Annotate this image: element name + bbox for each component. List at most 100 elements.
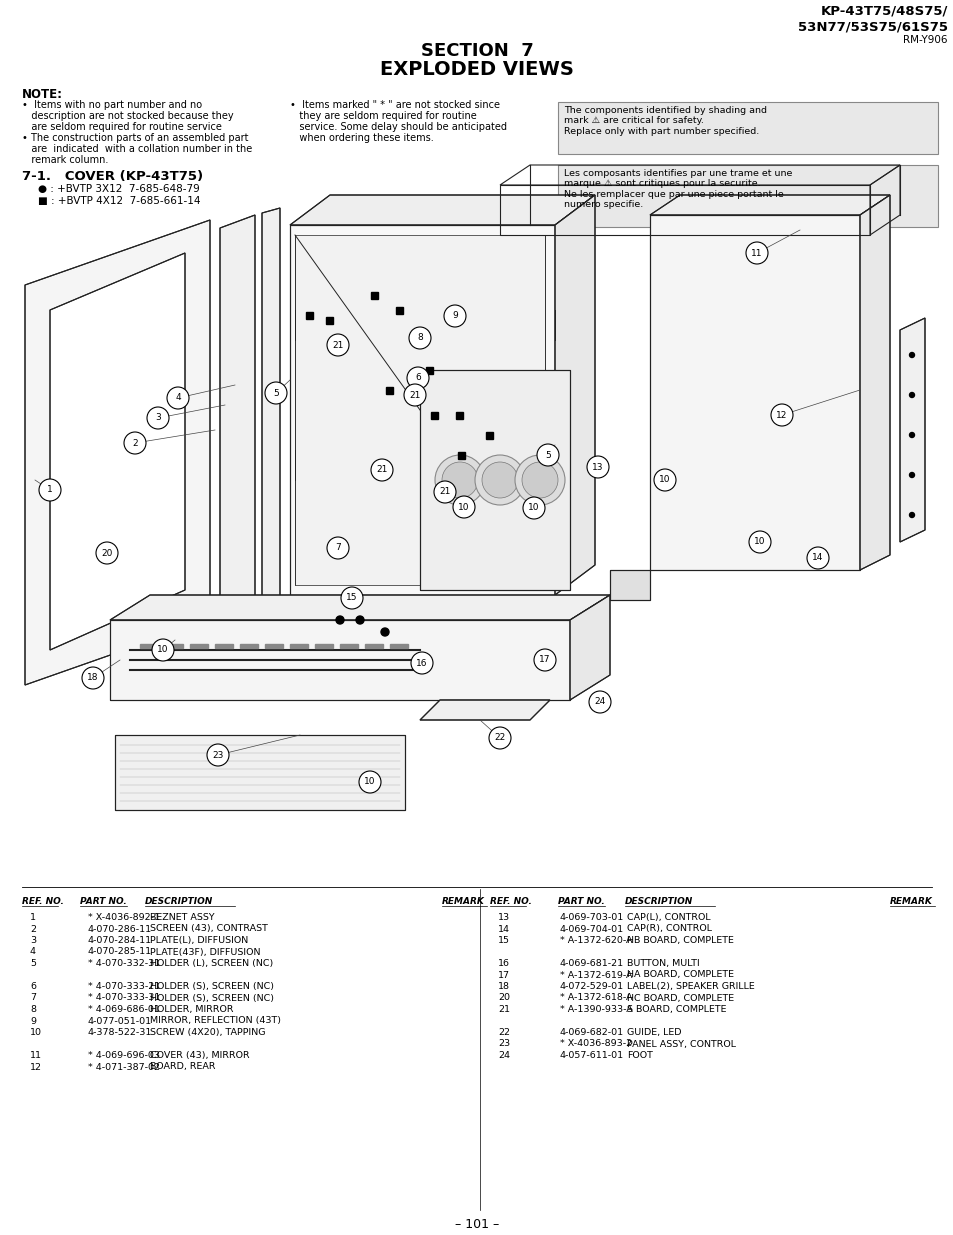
Text: 13: 13 xyxy=(592,462,603,472)
Text: 21: 21 xyxy=(332,341,343,350)
Circle shape xyxy=(152,638,173,661)
Circle shape xyxy=(443,305,465,327)
Text: 12: 12 xyxy=(776,410,787,420)
Text: ■ : +BVTP 4X12  7-685-661-14: ■ : +BVTP 4X12 7-685-661-14 xyxy=(38,196,200,206)
Text: * X-4036-892-1: * X-4036-892-1 xyxy=(88,913,160,923)
Circle shape xyxy=(403,384,426,406)
Polygon shape xyxy=(110,620,569,700)
Circle shape xyxy=(908,432,914,437)
Text: 10: 10 xyxy=(659,475,670,484)
Text: CAP(R), CONTROL: CAP(R), CONTROL xyxy=(626,925,711,934)
Circle shape xyxy=(265,382,287,404)
Circle shape xyxy=(327,333,349,356)
Text: REF. NO.: REF. NO. xyxy=(490,897,532,906)
Polygon shape xyxy=(569,595,609,700)
Text: * 4-069-696-03: * 4-069-696-03 xyxy=(88,1051,160,1060)
Text: service. Some delay should be anticipated: service. Some delay should be anticipate… xyxy=(290,122,506,132)
Text: HOLDER, MIRROR: HOLDER, MIRROR xyxy=(150,1005,233,1014)
Circle shape xyxy=(748,531,770,553)
Text: RM-Y906: RM-Y906 xyxy=(902,35,947,44)
Polygon shape xyxy=(859,195,889,571)
Text: description are not stocked because they: description are not stocked because they xyxy=(22,111,233,121)
Polygon shape xyxy=(899,317,924,542)
Text: MIRROR, REFLECTION (43T): MIRROR, REFLECTION (43T) xyxy=(150,1016,281,1025)
FancyBboxPatch shape xyxy=(558,165,937,227)
Text: 4: 4 xyxy=(30,947,36,956)
Text: 10: 10 xyxy=(457,503,469,511)
Text: 17: 17 xyxy=(497,971,510,979)
Circle shape xyxy=(908,393,914,398)
Text: 9: 9 xyxy=(452,311,457,321)
Bar xyxy=(190,643,208,648)
Circle shape xyxy=(522,496,544,519)
Circle shape xyxy=(167,387,189,409)
Text: 11: 11 xyxy=(30,1051,42,1060)
Text: 1: 1 xyxy=(47,485,52,494)
Polygon shape xyxy=(290,225,555,595)
Text: 6: 6 xyxy=(415,373,420,383)
Text: 21: 21 xyxy=(497,1005,510,1014)
Bar xyxy=(165,643,183,648)
Text: 4-070-284-11: 4-070-284-11 xyxy=(88,936,152,945)
Text: 53N77/53S75/61S75: 53N77/53S75/61S75 xyxy=(797,20,947,33)
Text: SECTION  7: SECTION 7 xyxy=(420,42,533,61)
Text: REMARK: REMARK xyxy=(889,897,932,906)
Bar xyxy=(456,411,463,419)
Text: 21: 21 xyxy=(409,390,420,399)
Text: 10: 10 xyxy=(30,1028,42,1037)
Text: 23: 23 xyxy=(497,1040,510,1049)
Circle shape xyxy=(441,462,477,498)
Text: 4-072-529-01: 4-072-529-01 xyxy=(559,982,623,990)
Text: 2: 2 xyxy=(30,925,36,934)
Circle shape xyxy=(355,616,364,624)
Circle shape xyxy=(515,454,564,505)
Polygon shape xyxy=(649,215,859,571)
Text: 4-069-704-01: 4-069-704-01 xyxy=(559,925,623,934)
Bar xyxy=(396,306,403,314)
Text: 4-070-285-11: 4-070-285-11 xyxy=(88,947,152,956)
FancyBboxPatch shape xyxy=(558,103,937,154)
Circle shape xyxy=(147,408,169,429)
Text: when ordering these items.: when ordering these items. xyxy=(290,133,434,143)
Circle shape xyxy=(745,242,767,264)
Circle shape xyxy=(481,462,517,498)
Text: 5: 5 xyxy=(544,451,550,459)
Bar xyxy=(314,643,333,648)
Text: LABEL(2), SPEAKER GRILLE: LABEL(2), SPEAKER GRILLE xyxy=(626,982,754,990)
Circle shape xyxy=(453,496,475,517)
Circle shape xyxy=(380,629,389,636)
Text: are seldom required for routine service: are seldom required for routine service xyxy=(22,122,222,132)
Circle shape xyxy=(908,352,914,357)
Text: 10: 10 xyxy=(528,504,539,513)
Bar xyxy=(290,643,308,648)
Polygon shape xyxy=(419,700,550,720)
Bar xyxy=(240,643,257,648)
Text: 24: 24 xyxy=(594,698,605,706)
Text: 4: 4 xyxy=(175,394,181,403)
Bar xyxy=(140,643,158,648)
Text: * A-1390-933-A: * A-1390-933-A xyxy=(559,1005,632,1014)
Circle shape xyxy=(358,771,380,793)
Text: •  Items with no part number and no: • Items with no part number and no xyxy=(22,100,202,110)
Text: HC BOARD, COMPLETE: HC BOARD, COMPLETE xyxy=(626,993,734,1003)
Text: 5: 5 xyxy=(273,389,278,398)
Text: * 4-070-333-31: * 4-070-333-31 xyxy=(88,993,160,1003)
Text: 18: 18 xyxy=(87,673,99,683)
Text: remark column.: remark column. xyxy=(22,156,109,165)
Text: 20: 20 xyxy=(101,548,112,557)
Circle shape xyxy=(409,327,431,350)
Text: HOLDER (S), SCREEN (NC): HOLDER (S), SCREEN (NC) xyxy=(150,993,274,1003)
Circle shape xyxy=(806,547,828,569)
Polygon shape xyxy=(220,215,254,618)
Text: 7-1.   COVER (KP-43T75): 7-1. COVER (KP-43T75) xyxy=(22,170,203,183)
Bar xyxy=(386,387,393,394)
Text: 14: 14 xyxy=(811,553,822,562)
Bar xyxy=(265,643,283,648)
Bar xyxy=(371,291,378,299)
Text: CAP(L), CONTROL: CAP(L), CONTROL xyxy=(626,913,710,923)
Text: HOLDER (S), SCREEN (NC): HOLDER (S), SCREEN (NC) xyxy=(150,982,274,990)
Text: 13: 13 xyxy=(497,913,510,923)
Text: REF. NO.: REF. NO. xyxy=(22,897,64,906)
Text: 22: 22 xyxy=(497,1028,510,1037)
Text: SCREW (4X20), TAPPING: SCREW (4X20), TAPPING xyxy=(150,1028,265,1037)
